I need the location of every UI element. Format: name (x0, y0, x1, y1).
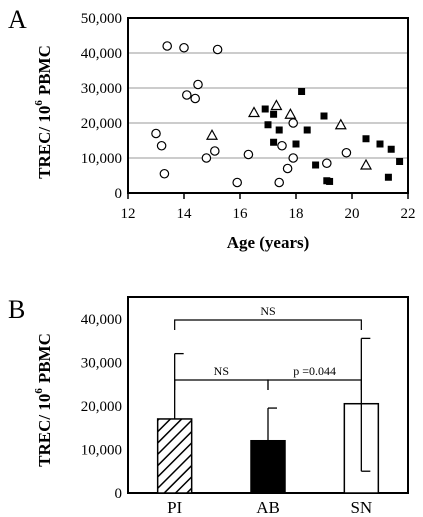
panel-b-category-labels: PI AB SN (167, 498, 372, 517)
data-point-circle (156, 140, 167, 151)
y-tick-label: 50,000 (81, 11, 122, 27)
y-tick-label: 20,000 (81, 116, 122, 132)
y-tick-label: 30,000 (81, 81, 122, 97)
y-tick-label: 40,000 (81, 312, 122, 328)
panel-b: B 0 10,000 20,000 30,000 40,000 NS NS p =0.044… (8, 295, 409, 517)
y-tick-label: 10,000 (81, 442, 122, 458)
data-point-circle (277, 140, 287, 151)
panel-a-x-axis-title: Age (years) (227, 233, 310, 252)
panel-a: A 0 10,000 20,000 30,000 40,000 50,000 12 14 16… (8, 5, 416, 252)
panel-a-y-axis-title-superscript: 6 (33, 100, 45, 106)
category-label: AB (256, 498, 280, 517)
data-point-circle (190, 93, 200, 104)
data-point-square (312, 161, 320, 169)
y-tick-label: 40,000 (81, 46, 122, 62)
y-tick-label: 0 (115, 486, 123, 502)
data-point-circle (288, 118, 298, 128)
panel-b-y-axis-title-superscript: 6 (33, 388, 45, 394)
data-point-circle (193, 79, 203, 90)
data-point-square (362, 135, 370, 143)
bar-pi (156, 418, 193, 494)
data-point-square (384, 173, 392, 181)
data-point-circle (243, 149, 254, 160)
panel-a-label: A (8, 5, 27, 34)
panel-b-bars (156, 337, 380, 494)
data-point-square (298, 88, 306, 95)
data-point-square (275, 126, 283, 134)
data-point-square (387, 145, 395, 153)
data-point-circle (162, 41, 172, 51)
data-point-circle (341, 147, 352, 158)
data-point-circle (182, 90, 192, 100)
category-label: SN (350, 498, 372, 517)
significance-bracket (267, 379, 362, 390)
panel-a-y-axis-title-base: TREC/ 10 (35, 106, 54, 179)
y-tick-label: 30,000 (81, 355, 122, 371)
data-point-square (270, 110, 278, 118)
data-point-triangle (359, 158, 373, 170)
data-point-square (292, 140, 300, 148)
panel-b-y-axis-title-tail: PBMC (35, 333, 54, 383)
data-point-circle (210, 146, 220, 156)
data-point-circle (288, 153, 298, 163)
significance-bracket (174, 319, 362, 330)
data-point-triangle (334, 118, 347, 130)
significance-label: NS (260, 304, 275, 318)
data-point-square (376, 140, 384, 148)
data-point-circle (201, 153, 212, 163)
significance-bracket (174, 379, 269, 390)
panel-a-y-axis-title-tail: PBMC (35, 45, 54, 95)
data-point-circle (282, 163, 293, 174)
y-tick-label: 0 (115, 186, 123, 202)
panel-b-y-axis-title-base: TREC/ 10 (35, 394, 54, 467)
panel-a-x-ticks: 12 14 16 18 20 22 (121, 193, 416, 222)
x-tick-label: 12 (121, 206, 136, 222)
data-point-triangle (247, 106, 261, 118)
panel-b-y-axis-title: TREC/ 106 PBMC (33, 333, 54, 467)
panel-a-plot-frame (127, 17, 409, 194)
y-tick-label: 10,000 (81, 151, 122, 167)
x-tick-label: 20 (345, 206, 360, 222)
bar-ab (250, 439, 286, 494)
x-tick-label: 18 (289, 206, 304, 222)
data-point-square (320, 112, 328, 120)
data-point-circle (232, 177, 242, 188)
panel-b-y-ticks: 0 10,000 20,000 30,000 40,000 (81, 312, 122, 502)
x-tick-label: 16 (233, 206, 249, 222)
data-point-triangle (205, 129, 219, 140)
panel-a-y-axis-title: TREC/ 106 PBMC (33, 45, 54, 179)
data-point-circle (321, 158, 332, 169)
data-point-circle (159, 168, 170, 179)
data-point-square (326, 177, 334, 185)
data-point-circle (151, 128, 161, 139)
category-label: PI (167, 498, 182, 517)
panel-a-y-ticks: 0 10,000 20,000 30,000 40,000 50,000 (81, 11, 122, 202)
x-tick-label: 22 (401, 206, 416, 222)
data-point-triangle (284, 108, 297, 119)
y-tick-label: 20,000 (81, 399, 122, 415)
panel-a-points (151, 41, 404, 188)
data-point-circle (179, 42, 189, 53)
data-point-triangle (270, 99, 283, 111)
data-point-square (396, 158, 404, 165)
data-point-square (270, 138, 278, 146)
x-tick-label: 14 (177, 206, 193, 222)
data-point-square (264, 121, 272, 129)
panel-b-significance-brackets: NS NS p =0.044 (174, 304, 362, 390)
data-point-circle (212, 44, 223, 55)
data-point-square (261, 105, 269, 113)
panel-b-label: B (8, 295, 25, 324)
data-point-square (303, 126, 311, 134)
significance-label: p =0.044 (293, 364, 336, 378)
data-point-circle (274, 177, 284, 188)
significance-label: NS (214, 364, 229, 378)
panel-a-gridlines (128, 52, 408, 159)
